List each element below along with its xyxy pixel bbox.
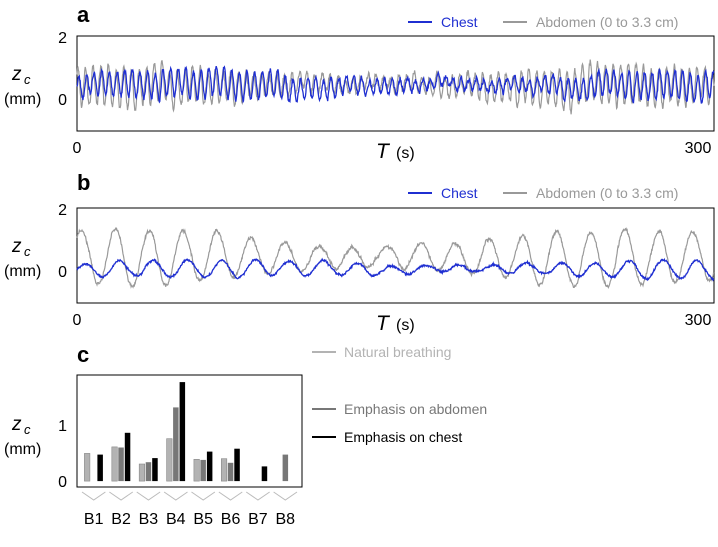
y-label-unit-a: (mm) [4,91,41,108]
bar-b6-0 [221,458,228,482]
bar-b5-2 [206,451,213,482]
bracket-b6 [218,491,243,501]
y-label-symbol-b: z [11,236,22,257]
y-tick-c-1: 1 [58,418,67,435]
y-label-symbol-c: z [11,414,22,435]
x-tick-b-0: 0 [73,312,82,329]
bar-b3-1 [145,462,152,482]
y-axis-label-b: z c (mm) [4,236,41,280]
bar-b5-0 [193,458,200,482]
bracket-b7 [245,491,270,501]
bar-b1-0 [84,453,91,482]
x-tick-a-0: 0 [73,140,82,157]
bracket-b2 [109,491,134,501]
category-label-b6: B6 [221,511,241,528]
bracket-b4 [163,491,188,501]
bar-b8-1 [282,454,289,482]
bar-b4-0 [166,438,173,482]
category-labels-c: B1 B2 B3 B4 B5 B6 B7 B8 [84,511,295,528]
series-line-abdomen [76,226,715,289]
plot-lines-b [76,226,715,289]
category-label-b5: B5 [193,511,213,528]
y-label-sub-b: c [24,244,31,259]
legend-c-abdomen-label: Emphasis on abdomen [344,401,487,417]
category-label-b3: B3 [139,511,159,528]
bar-b4-2 [179,382,186,482]
bar-b2-1 [118,447,124,482]
y-label-unit-c: (mm) [4,441,41,458]
series-line-chest [76,65,715,104]
panel-a: a Chest Abdomen (0 to 3.3 cm) z c (mm) 2… [4,2,715,163]
legend-b-abdomen-label: Abdomen (0 to 3.3 cm) [536,185,678,201]
bracket-b5 [191,491,216,501]
bar-b2-2 [124,432,131,482]
y-tick-b-2: 2 [58,202,67,219]
x-label-symbol-b: T [376,312,391,335]
plot-frame-c [76,374,303,488]
bar-b6-2 [234,448,240,482]
bracket-b8 [273,491,298,501]
legend-a-abdomen-label: Abdomen (0 to 3.3 cm) [536,14,678,30]
y-label-sub-a: c [24,72,31,87]
y-tick-a-2: 2 [58,30,67,47]
plot-bars-c [84,382,289,482]
x-tick-b-300: 300 [685,312,712,329]
legend-c-chest-label: Emphasis on chest [344,429,462,445]
panel-letter-b: b [77,170,90,195]
category-label-b8: B8 [276,511,296,528]
bar-b3-0 [138,463,145,482]
y-axis-label-a: z c (mm) [4,64,41,108]
plot-frame-b [76,207,715,304]
bar-b1-2 [97,454,103,482]
x-tick-a-300: 300 [685,140,712,157]
legend-c-natural-label: Natural breathing [344,344,451,360]
bar-b4-1 [173,407,179,482]
legend-b: Chest Abdomen (0 to 3.3 cm) [408,185,678,201]
legend-b-chest-label: Chest [441,185,478,201]
y-label-symbol-a: z [11,64,22,85]
panel-letter-a: a [77,2,90,27]
bracket-b3 [136,491,161,501]
category-label-b4: B4 [166,511,186,528]
y-tick-b-0: 0 [58,264,67,281]
legend-a-chest-label: Chest [441,14,478,30]
category-label-b1: B1 [84,511,104,528]
legend-a: Chest Abdomen (0 to 3.3 cm) [408,14,678,30]
bar-b6-1 [227,462,234,482]
bar-b5-1 [200,459,206,482]
panel-b: b Chest Abdomen (0 to 3.3 cm) z c (mm) 2… [4,170,715,335]
category-label-b2: B2 [111,511,131,528]
bar-b2-0 [111,446,118,482]
x-label-symbol-a: T [376,140,391,163]
category-label-b7: B7 [248,511,268,528]
bar-b3-2 [152,458,158,482]
category-brackets-c [81,491,298,501]
x-label-unit-a: (s) [396,145,415,162]
plot-lines-a [76,59,715,115]
panel-c: c z c (mm) 1 0 B1 B2 B3 B4 B5 B6 B7 B8 Natural … [4,342,487,528]
x-label-unit-b: (s) [396,317,415,334]
panel-letter-c: c [77,342,89,367]
series-line-chest [76,257,715,282]
bar-b7-2 [261,466,268,482]
legend-c: Natural breathing Emphasis on abdomen Em… [312,344,487,445]
y-label-sub-c: c [24,422,31,437]
bracket-b1 [81,491,106,501]
y-tick-a-0: 0 [58,92,67,109]
y-tick-c-0: 0 [58,474,67,491]
y-label-unit-b: (mm) [4,263,41,280]
y-axis-label-c: z c (mm) [4,414,41,458]
